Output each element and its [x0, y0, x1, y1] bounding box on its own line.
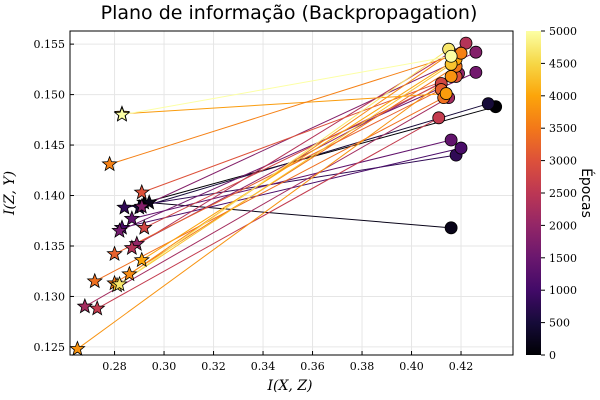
trajectory-line	[131, 42, 467, 249]
trajectory-line	[149, 202, 452, 229]
trajectory-line	[131, 139, 452, 220]
start-star	[123, 239, 141, 255]
x-tick-label: 0.30	[152, 360, 177, 373]
start-star	[116, 199, 133, 215]
colorbar-tick-label: 3000	[549, 155, 577, 168]
y-tick-label: 0.140	[34, 190, 66, 203]
x-axis-label: I(X, Z)	[266, 378, 312, 394]
start-star	[113, 106, 131, 122]
x-tick-label: 0.32	[201, 360, 226, 373]
start-star	[69, 340, 86, 356]
y-tick-label: 0.125	[34, 341, 66, 354]
colorbar-tick-label: 1500	[549, 252, 577, 265]
end-circle	[469, 45, 483, 59]
end-circle	[439, 87, 453, 100]
x-tick-label: 0.38	[350, 360, 375, 373]
x-tick-label: 0.34	[251, 360, 276, 373]
x-tick-label: 0.42	[449, 360, 474, 373]
colorbar-tick-label: 4500	[549, 57, 577, 70]
trajectory-line	[77, 76, 452, 350]
start-star	[111, 275, 128, 292]
y-tick-label: 0.130	[34, 290, 66, 303]
end-circle	[469, 65, 483, 79]
y-tick-label: 0.150	[34, 89, 66, 102]
trajectory-line	[121, 55, 452, 116]
colorbar-tick-label: 2500	[549, 187, 577, 200]
end-circle	[432, 111, 446, 125]
colorbar-tick-label: 3500	[549, 122, 577, 135]
trajectory-line	[141, 58, 457, 261]
start-star	[121, 265, 138, 282]
x-tick-label: 0.36	[300, 360, 325, 373]
trajectory-line	[129, 52, 452, 275]
start-markers	[69, 105, 158, 356]
trajectory-line	[141, 51, 477, 208]
start-star	[133, 198, 150, 214]
end-circle	[444, 133, 458, 147]
start-star	[133, 183, 150, 200]
colorbar-tick-label: 5000	[549, 25, 577, 38]
colorbar	[526, 31, 541, 355]
end-circle	[481, 97, 495, 111]
colorbar-tick-label: 1000	[549, 284, 577, 297]
trajectory-line	[109, 52, 462, 165]
trajectory-line	[119, 48, 449, 285]
trajectory-lines	[77, 42, 496, 350]
end-markers	[432, 36, 503, 235]
trajectory-line	[96, 117, 439, 310]
start-star	[86, 272, 103, 289]
start-star	[111, 222, 128, 238]
chart-title: Plano de informação (Backpropagation)	[101, 2, 478, 24]
trajectory-line	[116, 63, 452, 286]
start-star	[140, 193, 158, 210]
trajectory-line	[119, 71, 477, 232]
end-circle	[459, 36, 473, 50]
start-star	[136, 219, 153, 235]
trajectory-line	[121, 93, 447, 115]
start-star	[133, 251, 150, 268]
trajectory-line	[84, 97, 449, 307]
colorbar-label: Épocas	[578, 168, 595, 218]
y-tick-label: 0.155	[34, 38, 66, 51]
colorbar-tick-label: 2000	[549, 219, 577, 232]
y-tick-label: 0.135	[34, 240, 66, 253]
y-tick-label: 0.145	[34, 139, 66, 152]
end-circle	[444, 221, 458, 235]
trajectory-line	[124, 154, 457, 209]
x-tick-label: 0.28	[102, 360, 127, 373]
trajectory-line	[144, 83, 442, 229]
y-axis-label: I(Z, Y)	[2, 171, 18, 216]
colorbar-tick-label: 500	[549, 317, 570, 330]
colorbar-tick-label: 4000	[549, 90, 577, 103]
start-star	[76, 297, 94, 314]
trajectory-line	[94, 97, 444, 282]
x-tick-label: 0.40	[399, 360, 424, 373]
start-star	[101, 155, 118, 172]
start-star	[106, 245, 123, 262]
start-star	[89, 299, 106, 316]
colorbar-tick-label: 0	[549, 349, 556, 362]
plot-frame	[69, 30, 514, 356]
y-axis-ticks: 0.125 0.130 0.135 0.140 0.145 0.150 0.155	[34, 38, 74, 354]
colorbar-ticks: 0 500 1000 1500 2000 2500 3000 3500 4000 4500 5000	[541, 25, 577, 362]
x-axis-ticks: 0.28 0.30 0.32 0.34 0.36 0.38 0.40 0.42	[102, 351, 473, 373]
end-circle	[444, 70, 458, 83]
start-star	[123, 210, 141, 226]
end-circle	[444, 49, 458, 63]
end-circle	[454, 141, 468, 155]
